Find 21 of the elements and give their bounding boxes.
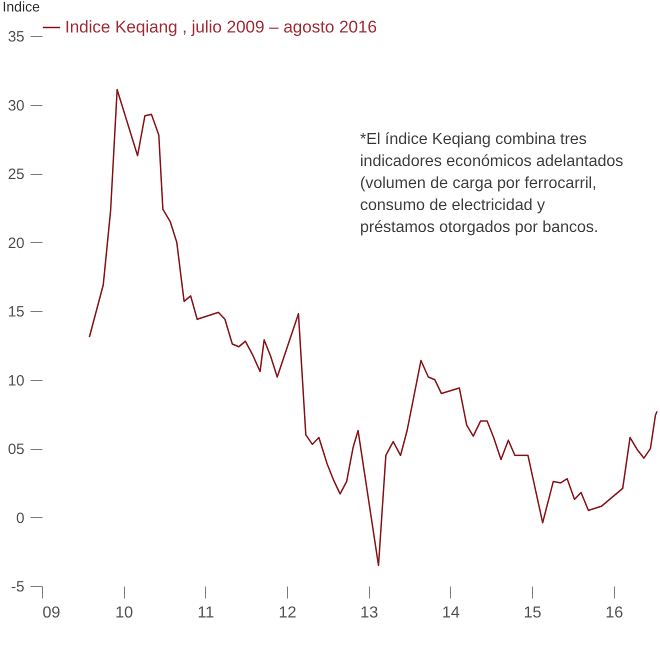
x-tick-label: 15 <box>524 604 542 622</box>
y-tick-label: 05 <box>8 441 24 458</box>
x-tick-label: 10 <box>115 604 134 622</box>
line-series <box>88 88 658 566</box>
x-tick-label: 16 <box>605 604 624 622</box>
x-tick-label: 11 <box>198 604 214 622</box>
x-tick-label: 09 <box>42 604 60 622</box>
y-tick-label: 30 <box>8 97 24 114</box>
y-tick-label: 10 <box>8 372 24 390</box>
y-tick-label: -5 <box>11 578 24 596</box>
annotation: *El índice Keqiang combina tres indicadores económicos adelantados (volumen de carga por ferrocarril, consumo de electricidad y préstamos otorgados por bancos. <box>360 131 624 236</box>
x-tick-label: 14 <box>442 604 460 622</box>
x-tick-label: 12 <box>278 604 297 622</box>
y-tick-label: 25 <box>8 166 24 183</box>
y-tick-label: 0 <box>16 510 24 527</box>
y-tick-label: 20 <box>8 234 24 252</box>
y-tick-label: 35 <box>8 28 24 46</box>
y-tick-label: 15 <box>8 304 24 320</box>
y-axis-title: Indice <box>2 0 40 14</box>
x-tick-label: 13 <box>360 604 378 622</box>
legend-label: Indice Keqiang , julio 2009 – agosto 2016 <box>65 18 377 36</box>
